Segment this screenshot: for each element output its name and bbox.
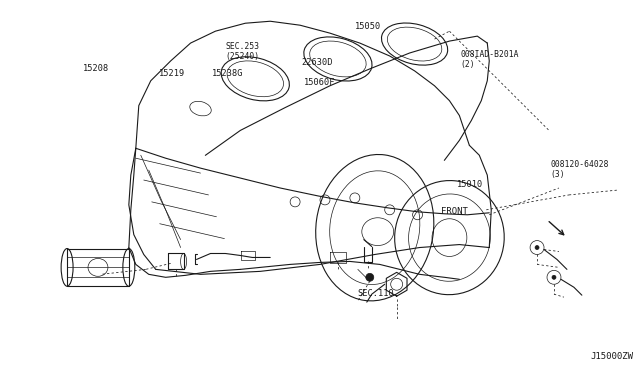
Text: 15238G: 15238G — [212, 69, 243, 78]
Circle shape — [366, 273, 374, 281]
Text: FRONT: FRONT — [441, 207, 468, 217]
Text: 15010: 15010 — [457, 180, 483, 189]
Text: SEC.253
(25240): SEC.253 (25240) — [225, 42, 259, 61]
Text: 008IAD-B201A
(2): 008IAD-B201A (2) — [460, 50, 518, 70]
Text: 15219: 15219 — [159, 69, 186, 78]
Text: 008120-64028
(3): 008120-64028 (3) — [550, 160, 609, 179]
Text: 15050: 15050 — [355, 22, 381, 31]
Text: 22630D: 22630D — [301, 58, 333, 67]
Text: 15208: 15208 — [83, 64, 109, 73]
Text: J15000ZW: J15000ZW — [591, 352, 634, 361]
Circle shape — [552, 275, 556, 279]
Text: SEC.110: SEC.110 — [357, 289, 394, 298]
Text: 15060F: 15060F — [304, 78, 336, 87]
Circle shape — [535, 246, 539, 250]
